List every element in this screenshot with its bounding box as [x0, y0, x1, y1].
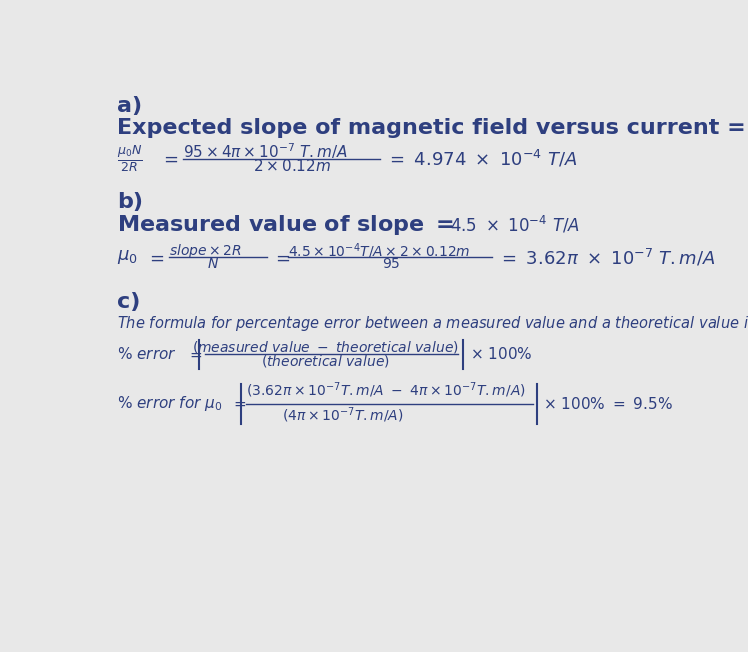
- Text: $=$: $=$: [146, 248, 165, 267]
- Text: $\mathit{=}$: $\mathit{=}$: [188, 347, 203, 362]
- Text: $\mathit{=}$: $\mathit{=}$: [231, 396, 248, 411]
- Text: $\mathit{slope\times2R}$: $\mathit{slope\times2R}$: [169, 243, 242, 260]
- Text: $\frac{\mu_0 N}{2R}$: $\frac{\mu_0 N}{2R}$: [117, 143, 142, 174]
- Text: $=\ 3.62\pi\ \times\ 10^{-7}\ \mathit{T.m/A}$: $=\ 3.62\pi\ \times\ 10^{-7}\ \mathit{T.…: [498, 247, 716, 268]
- Text: $\mathit{95}$: $\mathit{95}$: [381, 257, 400, 271]
- Text: $\mathit{The\ formula\ for\ percentage\ error\ between\ a\ measured\ value\ and\: $\mathit{The\ formula\ for\ percentage\ …: [117, 314, 748, 333]
- Text: c): c): [117, 292, 140, 312]
- Text: $\left(4\pi\times10^{-7}T.m/A\right)$: $\left(4\pi\times10^{-7}T.m/A\right)$: [282, 406, 404, 425]
- Text: $\mathit{4.5\times10^{-4}T/A\times2\times0.12m}$: $\mathit{4.5\times10^{-4}T/A\times2\time…: [288, 242, 470, 261]
- Text: $\mathit{N}$: $\mathit{N}$: [206, 257, 218, 271]
- Text: $\mathit{\%\ error\ for\ \mu_0}$: $\mathit{\%\ error\ for\ \mu_0}$: [117, 394, 222, 413]
- Text: Measured value of slope $\mathbf{=}$: Measured value of slope $\mathbf{=}$: [117, 213, 454, 237]
- Text: $\mathit{(theoretical\ value)}$: $\mathit{(theoretical\ value)}$: [261, 353, 390, 370]
- Text: $2\times0.12m$: $2\times0.12m$: [253, 158, 331, 173]
- Text: $95\times4\pi\times10^{-7}\ \mathit{T.m/A}$: $95\times4\pi\times10^{-7}\ \mathit{T.m/…: [183, 141, 349, 162]
- Text: Expected slope of magnetic field versus current =: Expected slope of magnetic field versus …: [117, 119, 746, 138]
- Text: $\mathit{(measured\ value\ -\ theoretical\ value)}$: $\mathit{(measured\ value\ -\ theoretica…: [192, 339, 459, 355]
- Text: $\mu_0$: $\mu_0$: [117, 248, 138, 267]
- Text: $\left(3.62\pi\times10^{-7}T.m/A\ -\ 4\pi\times10^{-7}T.m/A\right)$: $\left(3.62\pi\times10^{-7}T.m/A\ -\ 4\p…: [246, 381, 526, 400]
- Text: b): b): [117, 192, 143, 212]
- Text: $\times\ 100\%\ =\ 9.5\%$: $\times\ 100\%\ =\ 9.5\%$: [543, 396, 672, 411]
- Text: $\times\ 100\%$: $\times\ 100\%$: [470, 346, 533, 363]
- Text: $=$: $=$: [272, 248, 291, 267]
- Text: $=\ 4.974\ \times\ 10^{-4}\ \mathit{T/A}$: $=\ 4.974\ \times\ 10^{-4}\ \mathit{T/A}…: [386, 148, 577, 169]
- Text: a): a): [117, 96, 142, 116]
- Text: $4.5\ \times\ 10^{-4}\ \mathit{T/A}$: $4.5\ \times\ 10^{-4}\ \mathit{T/A}$: [450, 215, 580, 235]
- Text: $=$: $=$: [160, 149, 179, 168]
- Text: $\mathit{\% \ error}$: $\mathit{\% \ error}$: [117, 346, 177, 363]
